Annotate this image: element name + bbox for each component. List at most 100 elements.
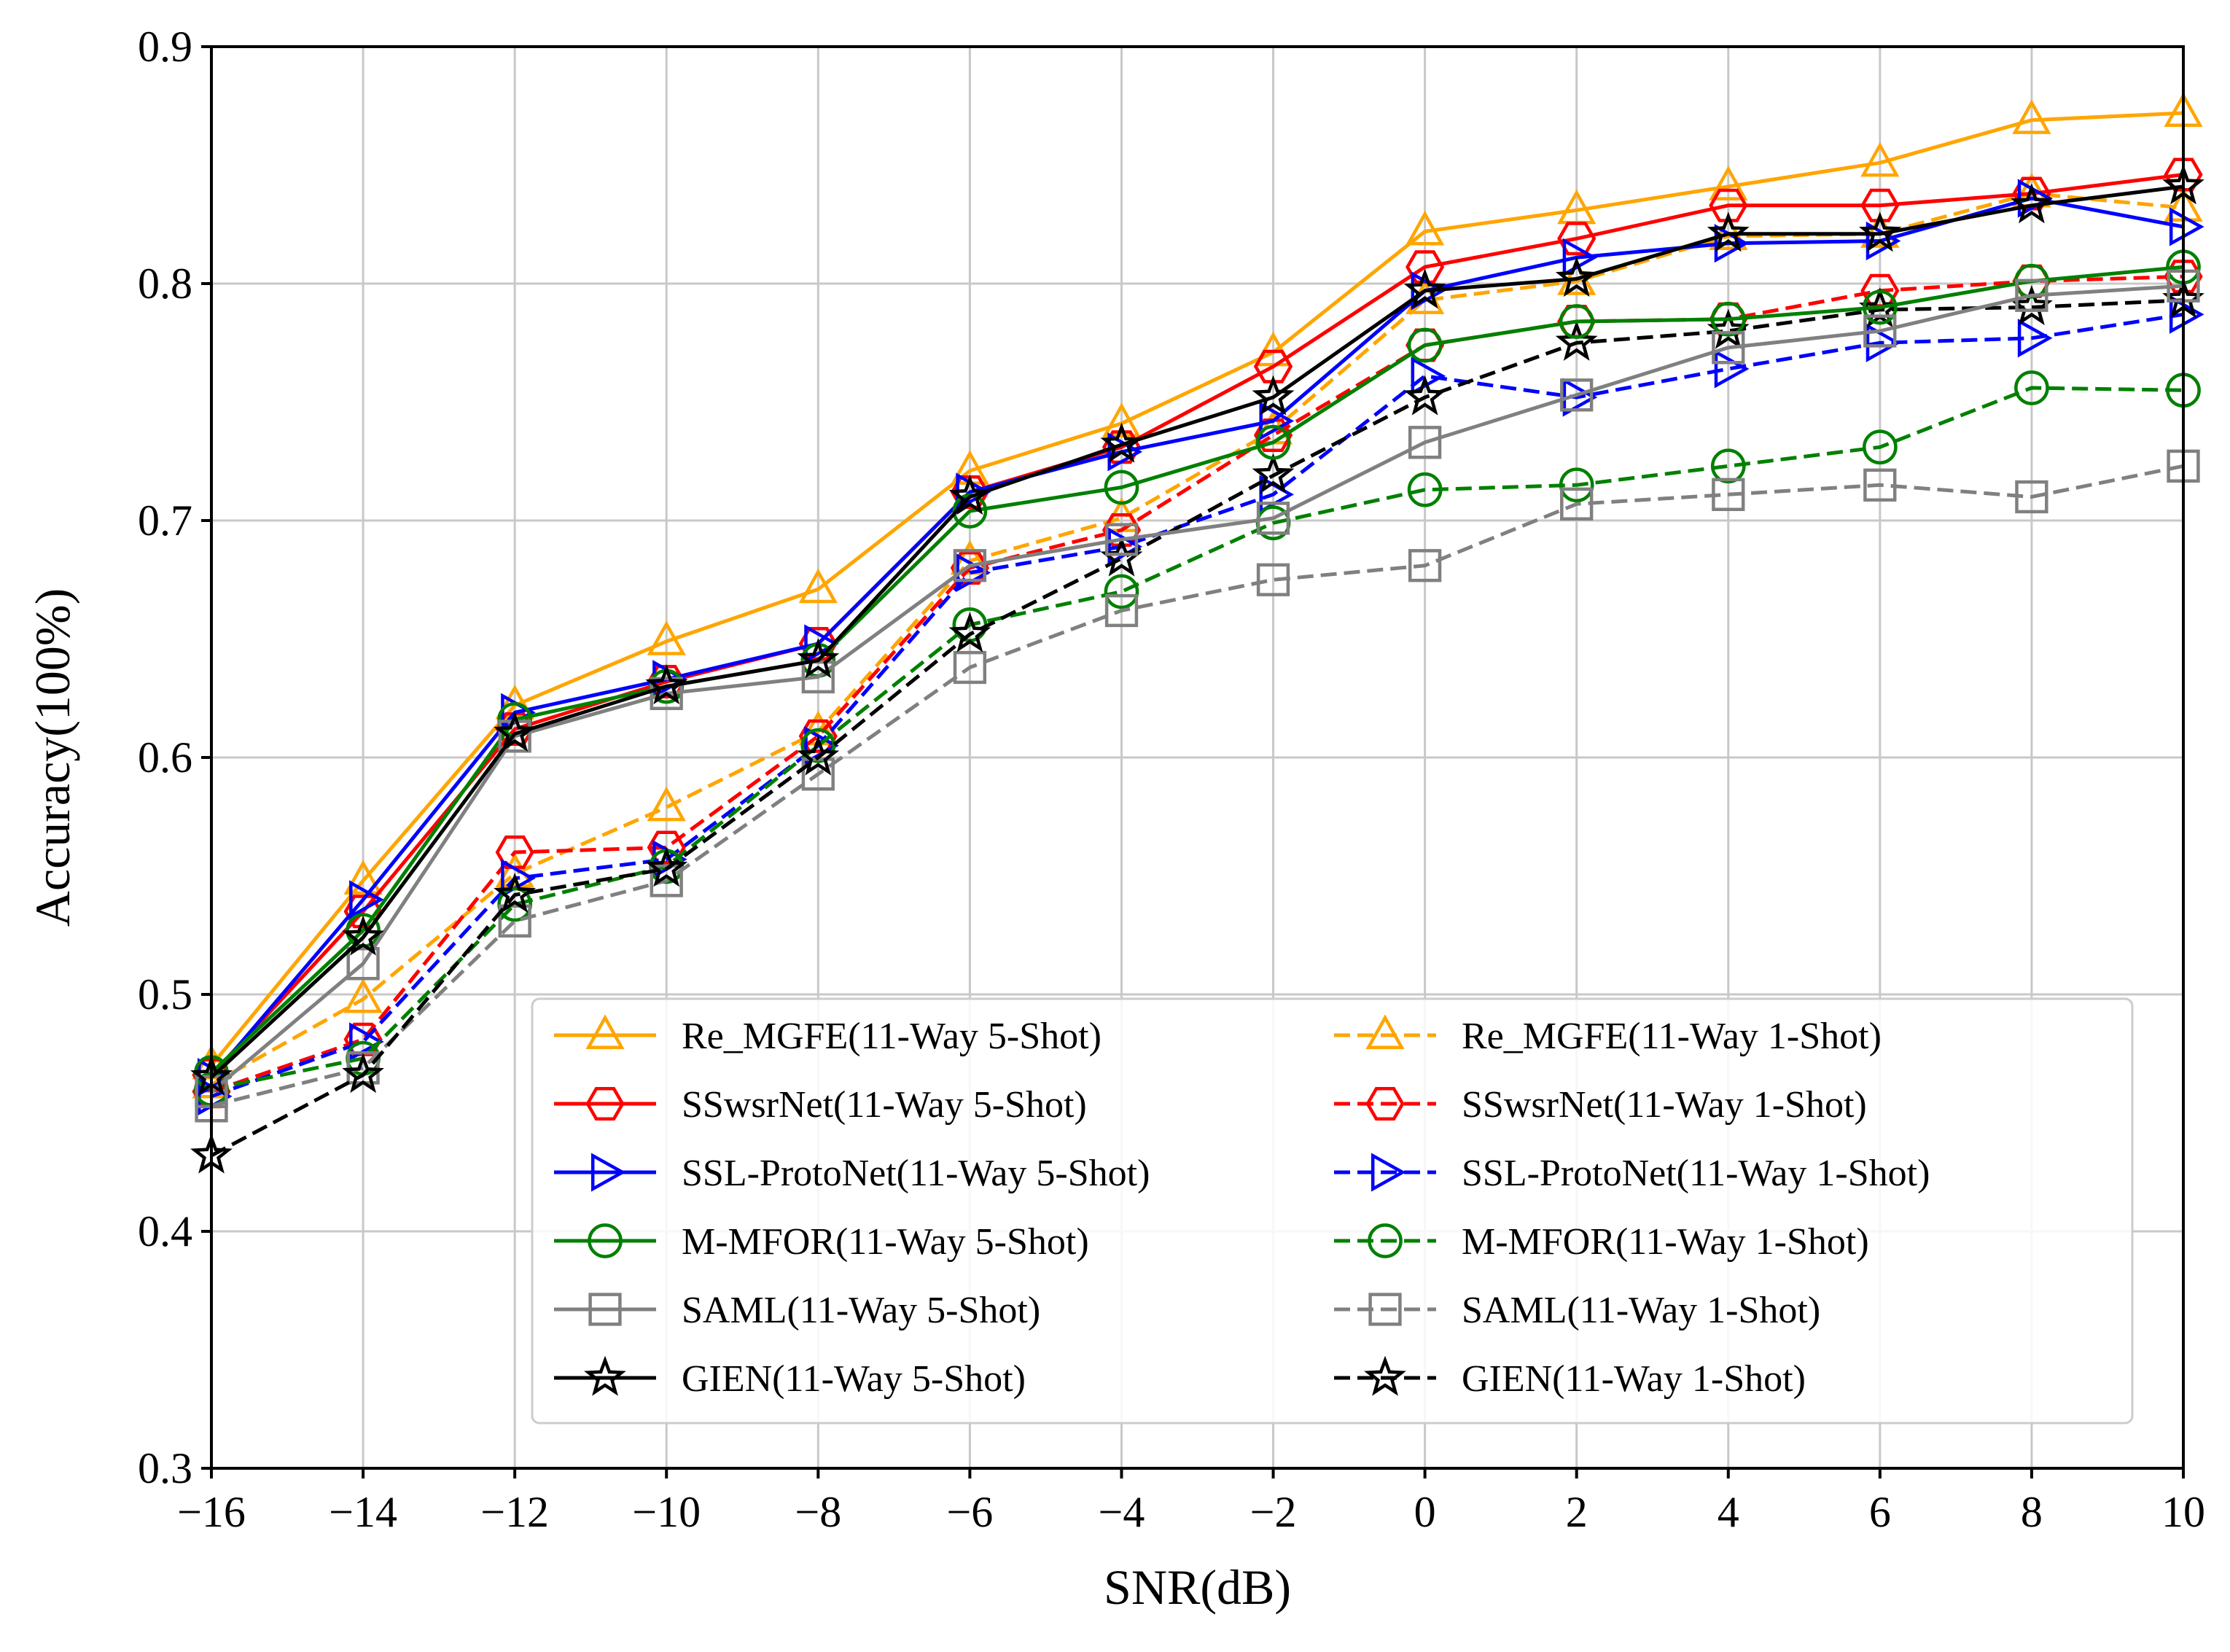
legend-item: SAML(11-Way 5-Shot) [554, 1290, 1040, 1331]
data-point [645, 664, 688, 705]
legend-item: M-MFOR(11-Way 5-Shot) [554, 1221, 1089, 1263]
data-point [2164, 260, 2203, 294]
data-point [349, 1022, 384, 1061]
legend-label: SSwsrNet(11-Way 1-Shot) [1462, 1084, 1867, 1126]
legend-label: Re_MGFE(11-Way 1-Shot) [1462, 1016, 1882, 1057]
x-tick-label: −2 [1250, 1488, 1297, 1536]
data-point [1710, 448, 1746, 484]
legend-item: Re_MGFE(11-Way 5-Shot) [554, 1014, 1102, 1057]
data-point [1555, 257, 1598, 297]
y-axis-label: Accuracy(100%) [25, 588, 80, 927]
legend-label: M-MFOR(11-Way 5-Shot) [682, 1221, 1089, 1263]
legend-marker [585, 1014, 625, 1050]
legend-label: M-MFOR(11-Way 1-Shot) [1462, 1221, 1869, 1263]
series-line [210, 173, 2184, 1077]
data-point [948, 612, 991, 652]
x-tick-label: −8 [795, 1488, 841, 1536]
data-point [1104, 470, 1139, 505]
legend-label: SAML(11-Way 5-Shot) [682, 1290, 1040, 1331]
x-tick-label: −16 [177, 1488, 246, 1536]
legend-item: SSL-ProtoNet(11-Way 1-Shot) [1334, 1153, 1930, 1194]
legend-item: GIEN(11-Way 5-Shot) [554, 1355, 1026, 1400]
legend-item: Re_MGFE(11-Way 1-Shot) [1334, 1014, 1882, 1057]
x-tick-label: −10 [632, 1488, 701, 1536]
data-point [1104, 574, 1139, 609]
data-point [1866, 323, 1901, 362]
legend-marker [1368, 1223, 1403, 1258]
data-point [953, 650, 987, 685]
data-point [1712, 331, 1745, 365]
data-point [1102, 513, 1142, 548]
legend-item: SSwsrNet(11-Way 1-Shot) [1334, 1084, 1867, 1126]
series-line [210, 196, 2184, 1079]
x-tick-label: −4 [1099, 1488, 1145, 1536]
data-point [1406, 328, 1445, 362]
data-point [1559, 304, 1594, 339]
data-point [1407, 472, 1443, 507]
series-10 [195, 449, 2200, 1123]
y-tick-label: 0.3 [138, 1444, 192, 1492]
data-point [1555, 320, 1598, 361]
legend-label: GIEN(11-Way 1-Shot) [1462, 1358, 1806, 1400]
data-point [801, 757, 835, 791]
data-point [1709, 188, 1748, 222]
x-tick-label: 2 [1566, 1488, 1588, 1536]
data-point [2017, 319, 2053, 358]
data-point [2169, 207, 2204, 246]
data-point [342, 915, 384, 956]
series-line [210, 111, 2184, 1067]
data-point [1858, 211, 1901, 252]
legend-label: SSL-ProtoNet(11-Way 5-Shot) [682, 1153, 1150, 1194]
data-point [2015, 278, 2048, 312]
data-point [1100, 422, 1143, 463]
data-point [1102, 430, 1142, 464]
x-tick-label: 4 [1718, 1488, 1739, 1536]
data-point [798, 568, 838, 604]
legend-marker [1364, 1355, 1406, 1396]
data-point [1407, 327, 1443, 363]
y-tick-label: 0.8 [138, 260, 192, 308]
data-point [1863, 314, 1897, 348]
series-line [211, 386, 2184, 1091]
legend-item: SSL-ProtoNet(11-Way 5-Shot) [554, 1153, 1150, 1194]
legend-marker [584, 1355, 626, 1396]
legend-item: SSwsrNet(11-Way 5-Shot) [554, 1084, 1087, 1126]
data-point [1560, 378, 1594, 412]
legend-marker [1365, 1014, 1405, 1050]
data-point [1253, 349, 1293, 383]
data-point [647, 786, 686, 822]
data-point [1863, 468, 1897, 502]
data-point [1860, 188, 1900, 222]
data-point [1403, 375, 1446, 416]
data-point [2015, 480, 2048, 514]
data-point [801, 660, 835, 694]
legend-item: M-MFOR(11-Way 1-Shot) [1334, 1221, 1869, 1263]
data-point [1707, 308, 1750, 349]
data-point [1714, 349, 1750, 389]
y-tick-label: 0.7 [138, 496, 192, 545]
data-point [953, 549, 987, 583]
data-point [2167, 269, 2200, 303]
x-tick-label: −14 [329, 1488, 397, 1536]
data-point [1405, 210, 1445, 246]
x-tick-label: −6 [946, 1488, 993, 1536]
data-point [1862, 289, 1898, 325]
axis-ticks: −16 −14 −12 −10 −8 −6 −4 −2 0 2 4 6 8 10 0.3 0.4 0.5 0.6 0… [138, 23, 2205, 1536]
legend-label: SSwsrNet(11-Way 5-Shot) [682, 1084, 1087, 1126]
series-line [211, 312, 2184, 1099]
series-layer [190, 92, 2204, 1174]
x-tick-label: −12 [480, 1488, 549, 1536]
series-line [211, 464, 2184, 1108]
data-point [1710, 301, 1746, 337]
y-tick-label: 0.6 [138, 733, 192, 782]
legend-marker [590, 1153, 626, 1192]
series-4 [195, 269, 2200, 1108]
data-point [2014, 370, 2049, 405]
data-point [1707, 211, 1750, 252]
data-point [495, 852, 534, 888]
data-point [1860, 141, 1900, 177]
data-point [343, 978, 383, 1013]
data-point [494, 873, 537, 913]
series-line [210, 284, 2184, 1094]
